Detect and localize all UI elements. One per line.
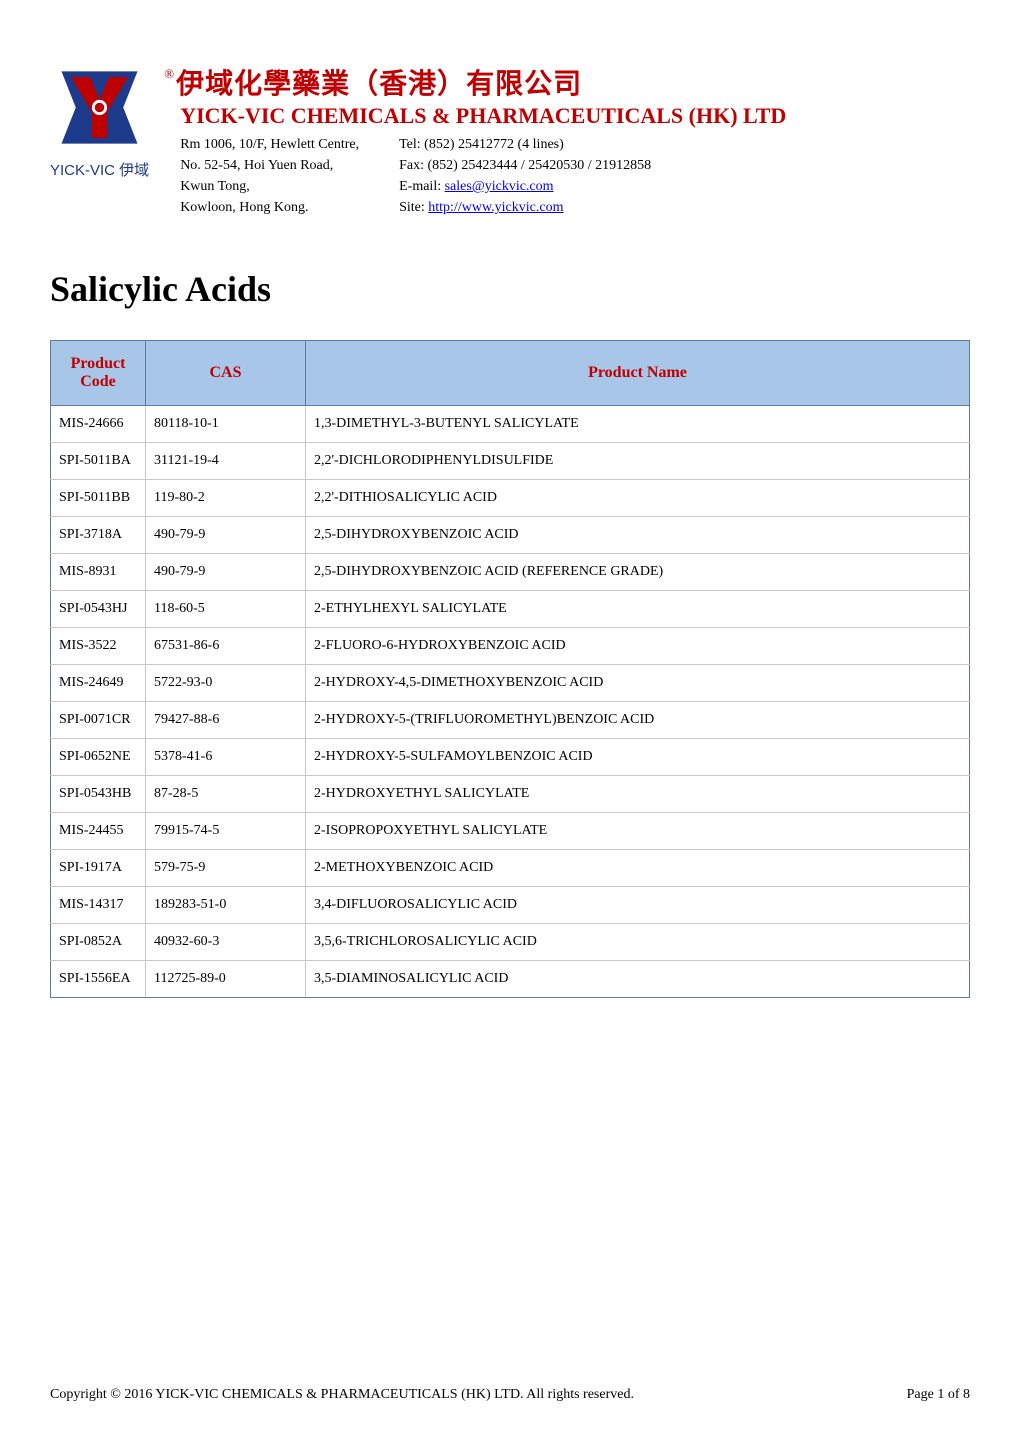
logo-block: YICK-VIC 伊域 <box>50 60 149 180</box>
cell-cas: 31121-19-4 <box>146 443 306 480</box>
letterhead: YICK-VIC 伊域 ® 伊域化學藥業（香港）有限公司 YICK-VIC CH… <box>50 60 970 218</box>
cell-cas: 40932-60-3 <box>146 924 306 961</box>
email-link[interactable]: sales@yickvic.com <box>445 179 554 194</box>
cell-name: 2-ETHYLHEXYL SALICYLATE <box>306 591 970 628</box>
company-name-chinese: 伊域化學藥業（香港）有限公司 <box>176 62 582 102</box>
cell-code: SPI-5011BB <box>51 480 146 517</box>
table-row: MIS-246495722-93-02-HYDROXY-4,5-DIMETHOX… <box>51 665 970 702</box>
company-logo-icon <box>52 60 147 155</box>
cell-code: SPI-5011BA <box>51 443 146 480</box>
table-row: MIS-2445579915-74-52-ISOPROPOXYETHYL SAL… <box>51 813 970 850</box>
cell-code: SPI-0852A <box>51 924 146 961</box>
table-row: SPI-1917A579-75-92-METHOXYBENZOIC ACID <box>51 850 970 887</box>
table-row: SPI-3718A490-79-92,5-DIHYDROXYBENZOIC AC… <box>51 517 970 554</box>
header-text-block: ® 伊域化學藥業（香港）有限公司 YICK-VIC CHEMICALS & PH… <box>164 60 970 218</box>
table-row: SPI-0852A40932-60-33,5,6-TRICHLOROSALICY… <box>51 924 970 961</box>
contact-block: Rm 1006, 10/F, Hewlett Centre, No. 52-54… <box>180 134 970 218</box>
tel-line: Tel: (852) 25412772 (4 lines) <box>399 134 651 155</box>
cell-cas: 67531-86-6 <box>146 628 306 665</box>
email-line: E-mail: sales@yickvic.com <box>399 176 651 197</box>
address-line: Rm 1006, 10/F, Hewlett Centre, <box>180 134 359 155</box>
cell-code: SPI-3718A <box>51 517 146 554</box>
cell-code: SPI-0071CR <box>51 702 146 739</box>
cell-cas: 118-60-5 <box>146 591 306 628</box>
cell-name: 2-HYDROXY-5-SULFAMOYLBENZOIC ACID <box>306 739 970 776</box>
cell-code: SPI-0543HB <box>51 776 146 813</box>
address-column: Rm 1006, 10/F, Hewlett Centre, No. 52-54… <box>180 134 359 218</box>
col-header-cas: CAS <box>146 341 306 406</box>
cell-code: MIS-14317 <box>51 887 146 924</box>
site-link[interactable]: http://www.yickvic.com <box>428 200 563 215</box>
title-row: ® 伊域化學藥業（香港）有限公司 <box>164 62 970 102</box>
cell-name: 3,4-DIFLUOROSALICYLIC ACID <box>306 887 970 924</box>
address-line: Kowloon, Hong Kong. <box>180 197 359 218</box>
cell-cas: 5378-41-6 <box>146 739 306 776</box>
address-line: Kwun Tong, <box>180 176 359 197</box>
table-row: SPI-1556EA112725-89-03,5-DIAMINOSALICYLI… <box>51 961 970 998</box>
table-row: SPI-5011BB119-80-22,2'-DITHIOSALICYLIC A… <box>51 480 970 517</box>
registered-mark: ® <box>164 66 174 82</box>
cell-cas: 80118-10-1 <box>146 406 306 443</box>
cell-cas: 79427-88-6 <box>146 702 306 739</box>
table-header-row: Product Code CAS Product Name <box>51 341 970 406</box>
cell-code: MIS-3522 <box>51 628 146 665</box>
cell-name: 3,5,6-TRICHLOROSALICYLIC ACID <box>306 924 970 961</box>
cell-cas: 79915-74-5 <box>146 813 306 850</box>
table-row: MIS-8931490-79-92,5-DIHYDROXYBENZOIC ACI… <box>51 554 970 591</box>
address-line: No. 52-54, Hoi Yuen Road, <box>180 155 359 176</box>
cell-name: 2-FLUORO-6-HYDROXYBENZOIC ACID <box>306 628 970 665</box>
cell-name: 2,2'-DICHLORODIPHENYLDISULFIDE <box>306 443 970 480</box>
table-row: SPI-5011BA31121-19-42,2'-DICHLORODIPHENY… <box>51 443 970 480</box>
cell-cas: 87-28-5 <box>146 776 306 813</box>
table-row: SPI-0071CR79427-88-62-HYDROXY-5-(TRIFLUO… <box>51 702 970 739</box>
cell-cas: 5722-93-0 <box>146 665 306 702</box>
table-row: MIS-14317189283-51-03,4-DIFLUOROSALICYLI… <box>51 887 970 924</box>
cell-cas: 490-79-9 <box>146 554 306 591</box>
col-header-code: Product Code <box>51 341 146 406</box>
cell-code: MIS-8931 <box>51 554 146 591</box>
cell-cas: 579-75-9 <box>146 850 306 887</box>
footer: Copyright © 2016 YICK-VIC CHEMICALS & PH… <box>50 1387 970 1403</box>
cell-name: 1,3-DIMETHYL-3-BUTENYL SALICYLATE <box>306 406 970 443</box>
cell-code: MIS-24649 <box>51 665 146 702</box>
table-row: MIS-2466680118-10-11,3-DIMETHYL-3-BUTENY… <box>51 406 970 443</box>
table-row: SPI-0652NE5378-41-62-HYDROXY-5-SULFAMOYL… <box>51 739 970 776</box>
copyright-text: Copyright © 2016 YICK-VIC CHEMICALS & PH… <box>50 1387 634 1403</box>
company-name-english: YICK-VIC CHEMICALS & PHARMACEUTICALS (HK… <box>180 104 970 128</box>
cell-name: 2,2'-DITHIOSALICYLIC ACID <box>306 480 970 517</box>
contact-column: Tel: (852) 25412772 (4 lines) Fax: (852)… <box>399 134 651 218</box>
cell-name: 2-HYDROXY-4,5-DIMETHOXYBENZOIC ACID <box>306 665 970 702</box>
cell-cas: 189283-51-0 <box>146 887 306 924</box>
cell-cas: 112725-89-0 <box>146 961 306 998</box>
table-row: SPI-0543HJ118-60-52-ETHYLHEXYL SALICYLAT… <box>51 591 970 628</box>
cell-cas: 119-80-2 <box>146 480 306 517</box>
cell-code: SPI-1556EA <box>51 961 146 998</box>
cell-name: 2,5-DIHYDROXYBENZOIC ACID (REFERENCE GRA… <box>306 554 970 591</box>
fax-line: Fax: (852) 25423444 / 25420530 / 2191285… <box>399 155 651 176</box>
table-row: MIS-352267531-86-62-FLUORO-6-HYDROXYBENZ… <box>51 628 970 665</box>
cell-cas: 490-79-9 <box>146 517 306 554</box>
cell-name: 3,5-DIAMINOSALICYLIC ACID <box>306 961 970 998</box>
logo-text: YICK-VIC 伊域 <box>50 159 149 180</box>
cell-name: 2-HYDROXYETHYL SALICYLATE <box>306 776 970 813</box>
cell-name: 2-ISOPROPOXYETHYL SALICYLATE <box>306 813 970 850</box>
products-table: Product Code CAS Product Name MIS-246668… <box>50 340 970 998</box>
cell-code: MIS-24666 <box>51 406 146 443</box>
site-line: Site: http://www.yickvic.com <box>399 197 651 218</box>
col-header-name: Product Name <box>306 341 970 406</box>
cell-code: MIS-24455 <box>51 813 146 850</box>
table-row: SPI-0543HB87-28-52-HYDROXYETHYL SALICYLA… <box>51 776 970 813</box>
cell-code: SPI-1917A <box>51 850 146 887</box>
page-number: Page 1 of 8 <box>907 1387 970 1403</box>
cell-name: 2,5-DIHYDROXYBENZOIC ACID <box>306 517 970 554</box>
cell-name: 2-METHOXYBENZOIC ACID <box>306 850 970 887</box>
page-title: Salicylic Acids <box>50 268 970 310</box>
cell-code: SPI-0652NE <box>51 739 146 776</box>
cell-code: SPI-0543HJ <box>51 591 146 628</box>
cell-name: 2-HYDROXY-5-(TRIFLUOROMETHYL)BENZOIC ACI… <box>306 702 970 739</box>
